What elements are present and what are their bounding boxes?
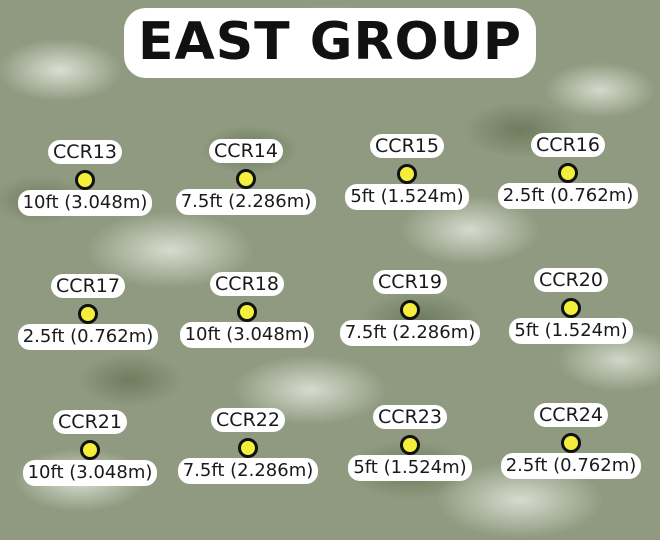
distance-label: 2.5ft (0.762m) xyxy=(497,183,639,209)
marker-ccr20[interactable]: CCR20 5ft (1.524m) xyxy=(451,268,660,388)
distance-label: 7.5ft (2.286m) xyxy=(339,320,481,346)
yellow-dot-marker-icon[interactable] xyxy=(238,438,258,458)
marker-ccr22[interactable]: CCR22 7.5ft (2.286m) xyxy=(128,408,368,528)
yellow-dot-marker-icon[interactable] xyxy=(400,300,420,320)
marker-label: CCR16 xyxy=(531,133,605,157)
marker-ccr24[interactable]: CCR24 2.5ft (0.762m) xyxy=(451,403,660,523)
distance-label: 5ft (1.524m) xyxy=(348,455,472,481)
marker-label: CCR13 xyxy=(48,140,122,164)
marker-ccr21[interactable]: CCR21 10ft (3.048m) xyxy=(0,410,210,530)
distance-label: 5ft (1.524m) xyxy=(345,184,469,210)
yellow-dot-marker-icon[interactable] xyxy=(236,169,256,189)
marker-ccr15[interactable]: CCR15 5ft (1.524m) xyxy=(287,134,527,254)
marker-label: CCR20 xyxy=(534,268,608,292)
marker-ccr14[interactable]: CCR14 7.5ft (2.286m) xyxy=(126,139,366,259)
yellow-dot-marker-icon[interactable] xyxy=(558,163,578,183)
marker-ccr17[interactable]: CCR17 2.5ft (0.762m) xyxy=(0,274,208,394)
distance-label: 10ft (3.048m) xyxy=(179,322,315,348)
marker-ccr16[interactable]: CCR16 2.5ft (0.762m) xyxy=(448,133,660,253)
marker-ccr23[interactable]: CCR23 5ft (1.524m) xyxy=(290,405,530,525)
marker-label: CCR23 xyxy=(373,405,447,429)
yellow-dot-marker-icon[interactable] xyxy=(561,433,581,453)
marker-label: CCR15 xyxy=(370,134,444,158)
yellow-dot-marker-icon[interactable] xyxy=(561,298,581,318)
yellow-dot-marker-icon[interactable] xyxy=(75,170,95,190)
marker-label: CCR18 xyxy=(210,272,284,296)
distance-label: 7.5ft (2.286m) xyxy=(175,189,317,215)
marker-label: CCR17 xyxy=(51,274,125,298)
marker-label: CCR22 xyxy=(211,408,285,432)
distance-label: 2.5ft (0.762m) xyxy=(17,324,159,350)
marker-ccr13[interactable]: CCR13 10ft (3.048m) xyxy=(0,140,205,260)
distance-label: 5ft (1.524m) xyxy=(509,318,633,344)
yellow-dot-marker-icon[interactable] xyxy=(397,164,417,184)
marker-label: CCR24 xyxy=(534,403,608,427)
yellow-dot-marker-icon[interactable] xyxy=(80,440,100,460)
marker-label: CCR19 xyxy=(373,270,447,294)
distance-label: 2.5ft (0.762m) xyxy=(500,453,642,479)
yellow-dot-marker-icon[interactable] xyxy=(400,435,420,455)
distance-label: 10ft (3.048m) xyxy=(17,190,153,216)
marker-label: CCR14 xyxy=(209,139,283,163)
map-title: EAST GROUP xyxy=(0,8,660,78)
marker-label: CCR21 xyxy=(53,410,127,434)
distance-label: 7.5ft (2.286m) xyxy=(177,458,319,484)
yellow-dot-marker-icon[interactable] xyxy=(78,304,98,324)
distance-label: 10ft (3.048m) xyxy=(22,460,158,486)
map-title-text: EAST GROUP xyxy=(123,8,537,78)
yellow-dot-marker-icon[interactable] xyxy=(237,302,257,322)
marker-ccr19[interactable]: CCR19 7.5ft (2.286m) xyxy=(290,270,530,390)
marker-ccr18[interactable]: CCR18 10ft (3.048m) xyxy=(127,272,367,392)
